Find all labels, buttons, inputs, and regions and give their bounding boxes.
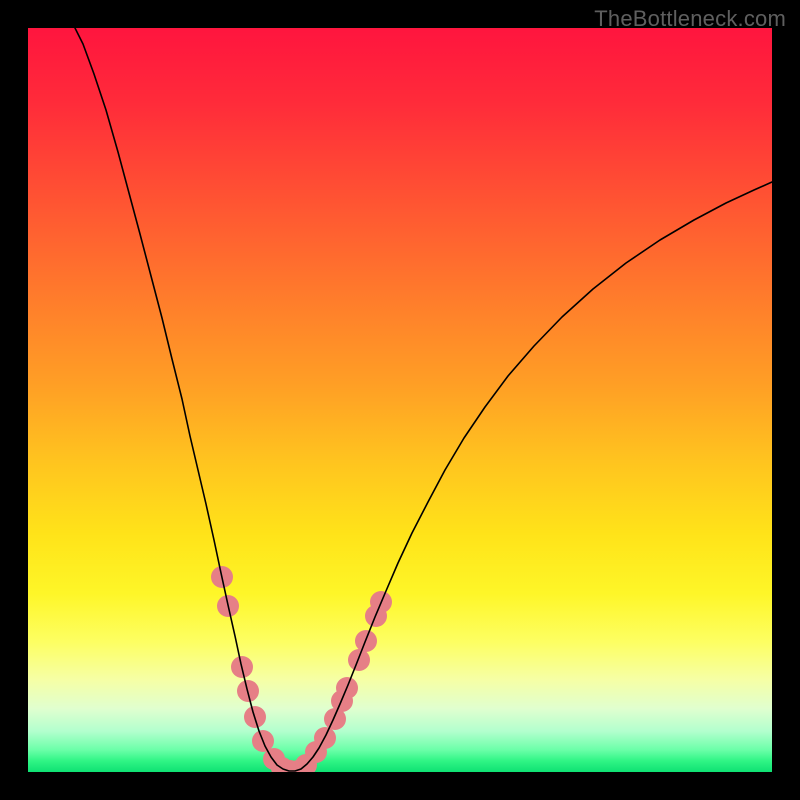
- v-curve: [75, 28, 772, 771]
- curve-marker: [348, 649, 370, 671]
- plot-area: [28, 28, 772, 772]
- marker-group: [211, 566, 392, 772]
- chart-canvas: TheBottleneck.com: [0, 0, 800, 800]
- curve-layer: [28, 28, 772, 772]
- watermark-text: TheBottleneck.com: [594, 6, 786, 32]
